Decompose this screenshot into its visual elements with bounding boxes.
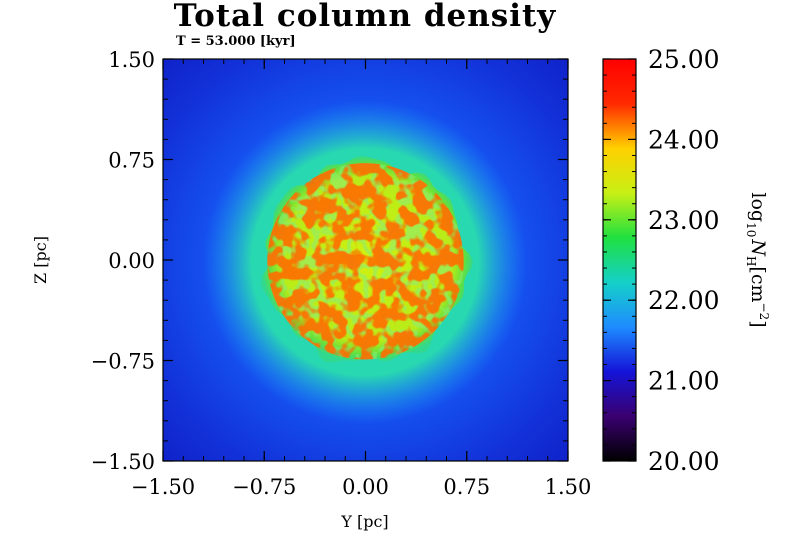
x-axis-label: Y [pc] — [340, 512, 388, 531]
colorbar-tick-label: 23.00 — [648, 206, 720, 235]
y-tick-label: 0.75 — [108, 149, 155, 173]
colorbar-frame — [602, 58, 637, 462]
chart-title: Total column density — [174, 0, 557, 34]
y-tick-label: 0.00 — [108, 249, 155, 273]
colorbar-fill — [603, 59, 636, 461]
axes: −1.50 −0.75 0.00 0.75 1.50 1.50 0.75 0.00 −0.75… — [91, 48, 592, 499]
colorbar-tick-label: 20.00 — [648, 447, 720, 476]
colorbar-label-log: log — [747, 192, 769, 222]
colorbar-label-unit: [cm — [747, 266, 769, 302]
x-tick-label: −0.75 — [232, 475, 296, 499]
chart-subtitle: T = 53.000 [kyr] — [176, 34, 296, 49]
x-tick-label: 0.75 — [443, 475, 490, 499]
colorbar: 25.00 24.00 23.00 22.00 21.00 20.00 log10NH[c… — [602, 45, 771, 476]
colorbar-label-var-sub: H — [744, 256, 758, 266]
colorbar-label-var: N — [747, 238, 769, 257]
x-ticks: −1.50 −0.75 0.00 0.75 1.50 — [131, 59, 592, 499]
colorbar-label-close: ] — [747, 320, 769, 327]
y-tick-label: −1.50 — [91, 450, 155, 474]
cloud-filaments — [267, 163, 464, 360]
x-tick-label: 0.00 — [342, 475, 389, 499]
plot-area — [163, 59, 568, 461]
y-tick-label: 1.50 — [108, 48, 155, 72]
colorbar-label-exp: −2 — [757, 303, 771, 321]
colorbar-tick-label: 24.00 — [648, 125, 720, 154]
y-tick-label: −0.75 — [91, 350, 155, 374]
colorbar-label-log-sub: 10 — [744, 222, 758, 237]
colorbar-tick-label: 25.00 — [648, 45, 720, 74]
colorbar-tick-label: 21.00 — [648, 367, 720, 396]
x-tick-label: 1.50 — [545, 475, 592, 499]
x-tick-label: −1.50 — [131, 475, 195, 499]
colorbar-tick-label: 22.00 — [648, 286, 720, 315]
y-ticks: 1.50 0.75 0.00 −0.75 −1.50 — [91, 48, 568, 474]
colorbar-label: log10NH[cm−2] — [744, 192, 771, 327]
colorbar-ticks: 25.00 24.00 23.00 22.00 21.00 20.00 — [603, 45, 720, 476]
y-axis-label: Z [pc] — [31, 236, 50, 284]
